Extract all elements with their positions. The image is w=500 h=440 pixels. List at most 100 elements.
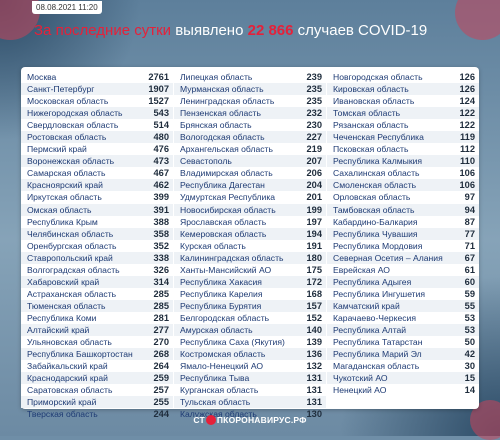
table-row: Чукотский АО 15 [327,372,479,385]
regions-column-2: Липецкая область 239 Мурманская область 235… [174,71,326,420]
region-name: Рязанская область [333,120,409,131]
region-name: Мурманская область [180,84,264,95]
case-count: 285 [153,300,169,311]
case-count: 112 [460,144,475,155]
table-row: Республика Хакасия 172 [174,275,326,288]
case-count: 314 [153,276,169,287]
table-row: Республика Ингушетия 59 [327,288,479,300]
table-row: Республика Мордовия 71 [327,240,479,252]
region-name: Камчатский край [333,300,400,311]
region-name: Новгородская область [333,72,423,82]
region-name: Нижегородская область [27,108,123,119]
case-count: 264 [153,361,169,372]
case-count: 106 [459,168,475,179]
case-count: 277 [153,324,169,335]
table-row: Амурская область 140 [174,323,326,337]
table-row: Брянская область 230 [174,119,326,131]
table-row: Красноярский край 462 [21,179,173,192]
table-row: Ярославская область 197 [174,216,326,228]
table-row: Северная Осетия – Алания 67 [327,251,479,264]
table-row: Республика Адыгея 60 [327,275,479,288]
case-count: 201 [306,192,322,203]
table-row: Республика Дагестан 204 [174,179,326,192]
table-row: Московская область 1527 [21,95,173,107]
region-name: Калужская область [180,409,257,420]
region-name: Тульская область [180,397,251,408]
date-stamp: 08.08.2021 11:20 [32,1,102,14]
case-count: 281 [153,312,169,323]
table-row: Пермский край 476 [21,143,173,155]
case-count: 131 [306,373,322,384]
region-name: Смоленская область [333,180,417,191]
region-name: Севастополь [180,156,232,167]
case-count: 168 [306,288,322,299]
region-name: Кабардино-Балкария [333,216,418,227]
region-name: Республика Башкортостан [27,349,133,360]
table-row: Ставропольский край 338 [21,251,173,264]
table-row: Ульяновская область 270 [21,336,173,348]
table-row: Курганская область 131 [174,384,326,396]
case-count: 97 [464,192,475,203]
region-name: Республика Дагестан [180,180,265,191]
table-row: Чеченская Республика 119 [327,131,479,144]
case-count: 514 [153,120,169,131]
region-name: Иркутская область [27,192,102,203]
table-row: Ленинградская область 235 [174,95,326,107]
case-count: 50 [464,337,475,348]
case-count: 391 [153,204,169,215]
region-name: Томская область [333,108,401,119]
region-name: Республика Саха (Якутия) [180,337,285,348]
region-name: Владимирская область [180,168,273,179]
region-name: Архангельская область [180,144,273,155]
case-count: 61 [464,264,475,275]
case-count: 42 [464,349,475,360]
case-count: 122 [459,108,475,119]
case-count: 53 [464,324,475,335]
case-count: 131 [306,385,322,396]
footer-source: СТ ПКОРОНАВИРУС.РФ [0,415,500,425]
case-count: 206 [306,168,322,179]
region-name: Ханты-Мансийский АО [180,264,272,275]
region-name: Калининградская область [180,252,284,263]
case-count: 119 [460,132,475,143]
table-row: Республика Татарстан 50 [327,336,479,348]
region-name: Белгородская область [180,312,270,323]
table-row: Псковская область 112 [327,143,479,155]
region-name: Воронежская область [27,156,115,167]
case-count: 59 [464,288,475,299]
region-name: Санкт-Петербург [27,84,95,95]
region-name: Республика Мордовия [333,240,423,251]
region-name: Еврейская АО [333,264,390,275]
region-name: Республика Бурятия [180,300,262,311]
case-count: 14 [464,385,475,396]
title-part2: выявлено [171,22,248,39]
region-name: Удмуртская Республика [180,192,276,203]
case-count: 476 [153,144,169,155]
table-row: Пензенская область 232 [174,107,326,120]
region-name: Ленинградская область [180,96,275,107]
region-name: Амурская область [180,324,253,335]
regions-column-3: Новгородская область 126 Кировская область… [327,71,479,396]
case-count: 219 [306,144,322,155]
table-row: Волгоградская область 326 [21,264,173,276]
case-count: 255 [153,397,169,408]
case-count: 232 [306,108,322,119]
table-row: Ненецкий АО 14 [327,384,479,396]
table-row: Республика Карелия 168 [174,288,326,300]
case-count: 136 [306,349,322,360]
region-name: Республика Ингушетия [333,288,426,299]
table-row: Нижегородская область 543 [21,107,173,120]
table-row: Республика Башкортостан 268 [21,348,173,361]
table-row: Липецкая область 239 [174,71,326,83]
region-name: Ямало-Ненецкий АО [180,361,264,372]
table-row: Севастополь 207 [174,155,326,168]
table-row: Ханты-Мансийский АО 175 [174,264,326,276]
table-row: Архангельская область 219 [174,143,326,155]
case-count: 124 [459,96,475,107]
case-count: 270 [153,337,169,348]
table-row: Республика Калмыкия 110 [327,155,479,168]
region-name: Ненецкий АО [333,385,387,396]
region-name: Республика Алтай [333,324,407,335]
case-count: 2761 [148,72,169,82]
table-row: Республика Крым 388 [21,216,173,228]
